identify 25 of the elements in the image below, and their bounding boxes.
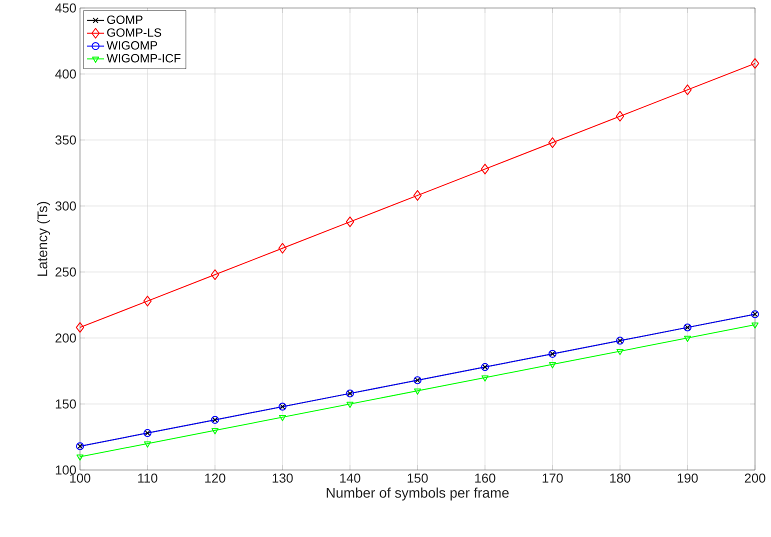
x-tick-label: 110 xyxy=(138,474,158,483)
y-tick-label: 150 xyxy=(56,399,76,409)
x-axis-title: Number of symbols per frame xyxy=(326,488,509,501)
legend-label: WIGOMP xyxy=(106,41,158,50)
y-tick-label: 350 xyxy=(55,135,76,145)
y-tick-label: 100 xyxy=(56,465,76,475)
x-tick-label: 190 xyxy=(678,474,698,483)
x-tick-label: 160 xyxy=(475,474,496,483)
x-tick-label: 140 xyxy=(340,474,360,483)
x-tick-label: 120 xyxy=(205,474,226,483)
legend-label: GOMP-LS xyxy=(107,28,162,37)
legend-label: WIGOMP-ICF xyxy=(106,54,180,62)
y-tick-label: 300 xyxy=(55,201,76,211)
x-tick-label: 170 xyxy=(542,474,563,483)
x-tick-label: 150 xyxy=(408,474,428,483)
y-axis-title: Latency (Ts) xyxy=(37,202,50,276)
x-tick-label: 200 xyxy=(744,474,766,483)
legend-label: GOMP xyxy=(107,15,142,24)
y-tick-label: 200 xyxy=(56,333,76,343)
x-tick-label: 100 xyxy=(70,474,90,483)
y-tick-label: 450 xyxy=(55,3,76,13)
y-tick-label: 400 xyxy=(55,69,76,79)
y-tick-label: 250 xyxy=(56,267,76,277)
x-tick-label: 180 xyxy=(610,474,630,483)
x-tick-label: 130 xyxy=(272,474,293,483)
